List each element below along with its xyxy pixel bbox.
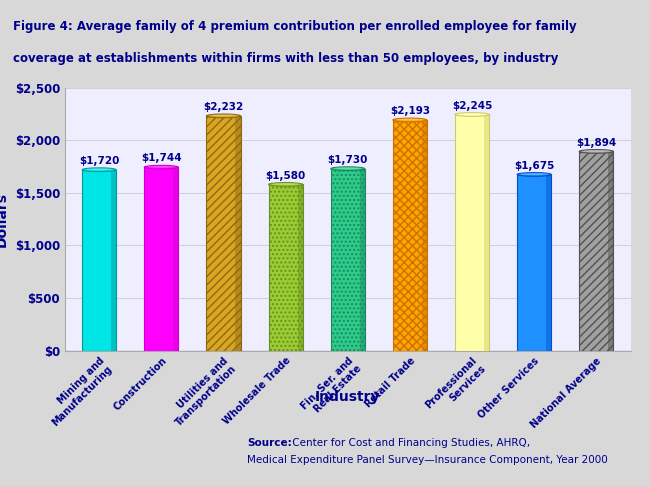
Ellipse shape [579,150,614,153]
Ellipse shape [82,168,116,171]
Bar [608,151,614,351]
Text: $2,245: $2,245 [452,101,492,111]
Bar [206,116,240,351]
Bar [517,174,551,351]
Ellipse shape [455,112,489,116]
Bar [174,167,178,351]
Bar [331,169,365,351]
Bar [455,114,489,351]
Text: Medical Expenditure Panel Survey—Insurance Component, Year 2000: Medical Expenditure Panel Survey—Insuran… [247,455,608,465]
Text: $1,730: $1,730 [328,155,368,165]
Ellipse shape [210,114,237,116]
Text: Center for Cost and Financing Studies, AHRQ,: Center for Cost and Financing Studies, A… [289,438,530,448]
Bar [82,169,116,351]
Text: Industry: Industry [315,390,380,404]
Bar [484,114,489,351]
Bar [268,185,303,351]
Bar [111,169,116,351]
Y-axis label: Dollars: Dollars [0,192,9,246]
Ellipse shape [396,119,424,120]
Text: $1,894: $1,894 [576,138,616,148]
Bar [393,120,427,351]
Ellipse shape [393,118,427,122]
Ellipse shape [458,113,486,115]
Ellipse shape [206,114,240,118]
Text: $1,675: $1,675 [514,161,554,170]
Ellipse shape [268,183,303,187]
Ellipse shape [521,173,548,175]
Text: $1,744: $1,744 [141,153,181,164]
Bar [298,185,303,351]
Text: $2,232: $2,232 [203,102,244,112]
Text: Figure 4: Average family of 4 premium contribution per enrolled employee for fam: Figure 4: Average family of 4 premium co… [13,20,577,33]
Bar [359,169,365,351]
Bar [422,120,427,351]
Bar [268,185,303,351]
Ellipse shape [148,166,175,168]
Ellipse shape [334,168,361,169]
Bar [579,151,614,351]
Ellipse shape [517,172,551,176]
Text: $2,193: $2,193 [390,106,430,116]
Ellipse shape [272,183,299,185]
Text: Source:: Source: [247,438,292,448]
Ellipse shape [331,167,365,170]
Ellipse shape [582,150,610,152]
Bar [579,151,614,351]
Bar [235,116,240,351]
Bar [206,116,240,351]
Bar [331,169,365,351]
Bar [144,167,178,351]
Ellipse shape [86,169,113,170]
Text: coverage at establishments within firms with less than 50 employees, by industry: coverage at establishments within firms … [13,52,558,65]
Bar [546,174,551,351]
Ellipse shape [144,166,178,169]
Text: $1,720: $1,720 [79,156,120,166]
Text: $1,580: $1,580 [265,170,306,181]
Bar [393,120,427,351]
